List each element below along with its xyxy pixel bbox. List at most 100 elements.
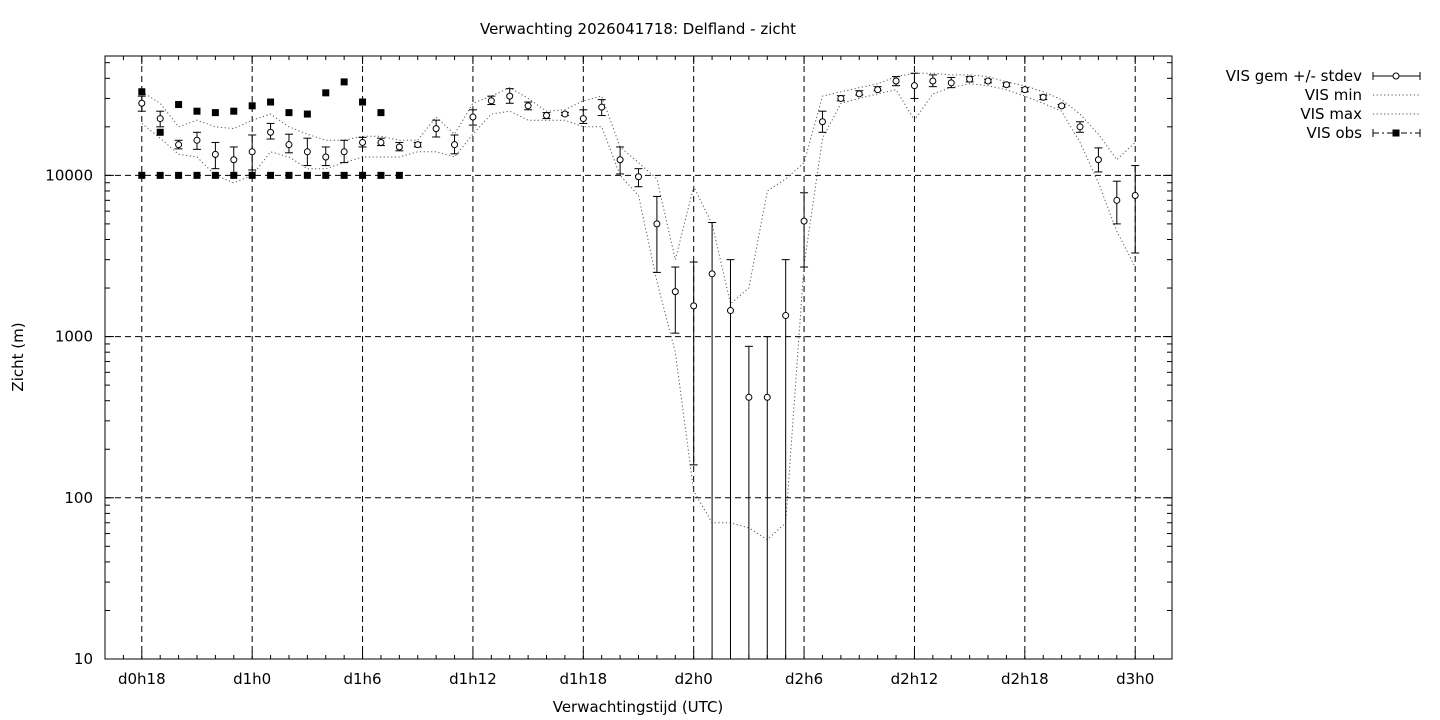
mean-point [432, 125, 440, 133]
mean-point [303, 148, 311, 156]
obs-point [193, 171, 201, 179]
mean-point [800, 217, 808, 225]
obs-point [340, 78, 348, 86]
vis-min-line [141, 83, 1136, 541]
x-tick-label: d2h18 [1001, 670, 1049, 688]
mean-point [763, 393, 771, 401]
obs-point [340, 171, 348, 179]
obs-point [322, 89, 330, 97]
obs-point [138, 88, 146, 96]
mean-point [1113, 196, 1121, 204]
mean-point [285, 141, 293, 149]
obs-point [211, 109, 219, 117]
legend-label: VIS gem +/- stdev [1226, 67, 1362, 85]
mean-point [469, 113, 477, 121]
x-tick-label: d1h0 [233, 670, 271, 688]
mean-point [1058, 102, 1066, 110]
mean-point [929, 77, 937, 85]
obs-point [303, 171, 311, 179]
obs-point [377, 171, 385, 179]
y-tick-label: 1000 [55, 328, 93, 346]
x-axis-label: Verwachtingstijd (UTC) [553, 698, 724, 716]
mean-point [267, 128, 275, 136]
y-axis-label: Zicht (m) [9, 322, 27, 391]
x-tick-label: d2h0 [675, 670, 713, 688]
mean-point [359, 138, 367, 146]
obs-point [395, 171, 403, 179]
axis-ticks [105, 56, 1172, 660]
obs-point [230, 107, 238, 115]
mean-point [561, 110, 569, 118]
mean-point [377, 138, 385, 146]
mean-point [837, 94, 845, 102]
mean-point [966, 75, 974, 83]
mean-point [653, 220, 661, 228]
x-tick-label: d1h6 [343, 670, 381, 688]
vis-obs-series [138, 78, 403, 179]
x-tick-label: d3h0 [1116, 670, 1154, 688]
mean-point [892, 77, 900, 85]
legend-obs-marker [1392, 129, 1400, 137]
obs-point [193, 107, 201, 115]
mean-point [1131, 191, 1139, 199]
obs-point [138, 171, 146, 179]
obs-point [322, 171, 330, 179]
mean-point [487, 97, 495, 105]
y-tick-label: 100 [64, 489, 93, 507]
mean-point [156, 115, 164, 123]
mean-point [451, 141, 459, 149]
x-tick-label: d2h12 [891, 670, 939, 688]
obs-point [248, 171, 256, 179]
obs-point [359, 171, 367, 179]
mean-point [543, 112, 551, 120]
obs-point [285, 109, 293, 117]
x-tick-label: d1h12 [449, 670, 497, 688]
mean-point [745, 393, 753, 401]
mean-point [874, 86, 882, 94]
obs-point [175, 101, 183, 109]
mean-point [579, 115, 587, 123]
mean-point [855, 90, 863, 98]
mean-point [616, 156, 624, 164]
obs-point [156, 128, 164, 136]
obs-point [359, 98, 367, 106]
vis-mean-errorbars [137, 72, 1140, 659]
mean-point [598, 103, 606, 111]
mean-point [175, 141, 183, 149]
vis-mean-series [138, 75, 1139, 401]
legend-label: VIS obs [1307, 124, 1363, 142]
obs-point [175, 171, 183, 179]
obs-point [267, 171, 275, 179]
mean-point [782, 312, 790, 320]
grid-lines [105, 56, 1172, 659]
y-tick-label: 10000 [45, 166, 93, 184]
mean-point [193, 136, 201, 144]
chart-title: Verwachting 2026041718: Delfland - zicht [480, 20, 796, 38]
obs-point [303, 110, 311, 118]
legend-label: VIS min [1305, 86, 1362, 104]
mean-point [671, 288, 679, 296]
mean-point [524, 102, 532, 110]
obs-point [267, 98, 275, 106]
mean-point [414, 141, 422, 149]
obs-point [377, 109, 385, 117]
mean-point [635, 173, 642, 181]
mean-point [818, 118, 826, 126]
axis-tick-labels: d0h18 d1h0 d1h6 d1h12 d1h18 d2h0 d2h6 d2h12 d2h1… [45, 166, 1154, 688]
obs-point [285, 171, 293, 179]
mean-point [947, 79, 955, 87]
obs-point [230, 171, 238, 179]
mean-point [506, 92, 514, 100]
mean-point [395, 143, 403, 151]
legend-label: VIS max [1300, 105, 1362, 123]
obs-point [211, 171, 219, 179]
mean-point [910, 82, 918, 90]
obs-point [156, 171, 164, 179]
plot-frame [104, 55, 1173, 660]
vis-max-series [141, 72, 1136, 305]
mean-point [1021, 86, 1029, 94]
mean-point [1076, 123, 1084, 131]
x-tick-label: d2h6 [785, 670, 823, 688]
mean-point [690, 302, 698, 310]
